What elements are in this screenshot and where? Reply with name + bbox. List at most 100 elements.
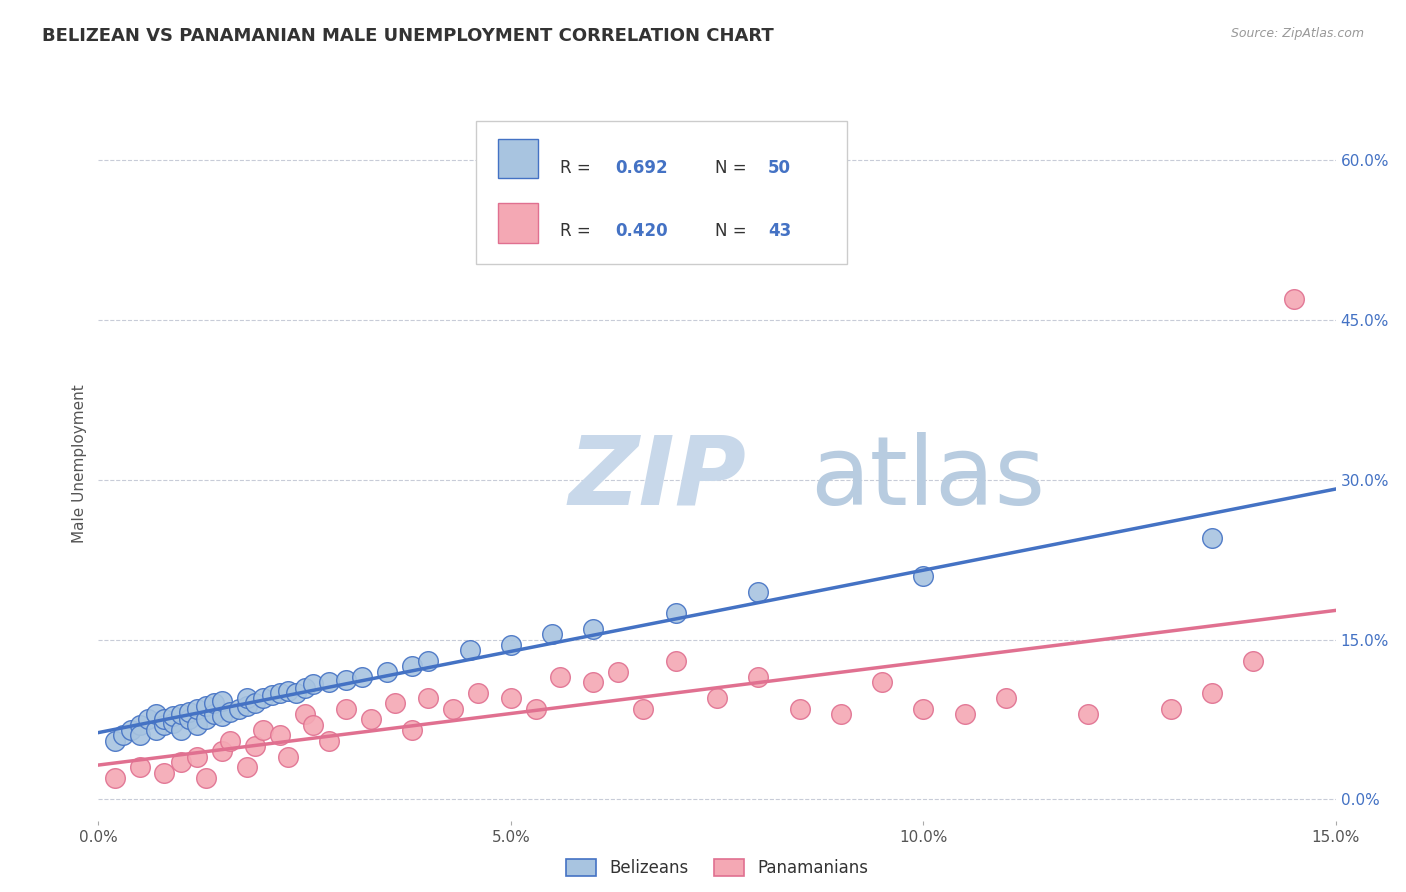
Point xyxy=(252,723,274,738)
Point xyxy=(219,705,242,719)
Point xyxy=(128,728,150,742)
Point xyxy=(335,702,357,716)
Point xyxy=(830,707,852,722)
Point xyxy=(277,683,299,698)
Text: 0.692: 0.692 xyxy=(616,159,668,177)
Point xyxy=(211,694,233,708)
Point xyxy=(202,707,225,722)
Point xyxy=(104,771,127,785)
Point xyxy=(582,622,605,636)
Point xyxy=(467,686,489,700)
Point xyxy=(607,665,630,679)
Text: R =: R = xyxy=(560,159,596,177)
Point xyxy=(252,691,274,706)
Point xyxy=(170,755,193,769)
Point xyxy=(153,765,176,780)
Text: N =: N = xyxy=(714,222,751,240)
Point xyxy=(277,749,299,764)
Point xyxy=(269,728,291,742)
Point xyxy=(179,705,201,719)
Point xyxy=(418,654,440,668)
Point xyxy=(1201,686,1223,700)
Point xyxy=(202,697,225,711)
FancyBboxPatch shape xyxy=(475,121,846,264)
Point xyxy=(186,749,208,764)
Point xyxy=(194,713,217,727)
Text: 43: 43 xyxy=(768,222,792,240)
Point xyxy=(211,709,233,723)
Point xyxy=(302,718,325,732)
Point xyxy=(706,691,728,706)
Point xyxy=(582,675,605,690)
Point xyxy=(912,702,935,716)
Point xyxy=(186,718,208,732)
Point xyxy=(541,627,564,641)
Point xyxy=(162,709,184,723)
Point xyxy=(236,698,259,713)
Text: R =: R = xyxy=(560,222,596,240)
Point xyxy=(260,688,283,702)
Point xyxy=(360,713,382,727)
Point xyxy=(1201,532,1223,546)
Point xyxy=(318,733,340,747)
Text: N =: N = xyxy=(714,159,751,177)
Legend: Belizeans, Panamanians: Belizeans, Panamanians xyxy=(560,852,875,884)
Point xyxy=(219,733,242,747)
Point xyxy=(194,771,217,785)
Point xyxy=(524,702,547,716)
Text: BELIZEAN VS PANAMANIAN MALE UNEMPLOYMENT CORRELATION CHART: BELIZEAN VS PANAMANIAN MALE UNEMPLOYMENT… xyxy=(42,27,773,45)
Y-axis label: Male Unemployment: Male Unemployment xyxy=(72,384,87,543)
Point xyxy=(401,723,423,738)
Point xyxy=(499,638,522,652)
Point xyxy=(243,697,266,711)
Text: Source: ZipAtlas.com: Source: ZipAtlas.com xyxy=(1230,27,1364,40)
Point xyxy=(179,713,201,727)
Point xyxy=(120,723,142,738)
Point xyxy=(153,718,176,732)
Point xyxy=(912,568,935,582)
Point xyxy=(243,739,266,753)
Point xyxy=(550,670,572,684)
Point xyxy=(194,698,217,713)
Point xyxy=(112,728,135,742)
Point xyxy=(104,733,127,747)
Point xyxy=(499,691,522,706)
Point xyxy=(870,675,893,690)
Point xyxy=(170,723,193,738)
Point xyxy=(401,659,423,673)
Point xyxy=(1077,707,1099,722)
FancyBboxPatch shape xyxy=(498,139,537,178)
Point xyxy=(128,760,150,774)
Point xyxy=(789,702,811,716)
Point xyxy=(145,723,167,738)
Point xyxy=(375,665,398,679)
Point xyxy=(335,673,357,687)
FancyBboxPatch shape xyxy=(498,203,537,243)
Point xyxy=(186,702,208,716)
Point xyxy=(1241,654,1264,668)
Point xyxy=(352,670,374,684)
Point xyxy=(269,686,291,700)
Point xyxy=(136,713,159,727)
Point xyxy=(665,606,688,620)
Point xyxy=(1160,702,1182,716)
Text: atlas: atlas xyxy=(810,432,1045,524)
Point xyxy=(458,643,481,657)
Text: 0.420: 0.420 xyxy=(616,222,668,240)
Point xyxy=(747,584,769,599)
Point xyxy=(294,681,316,695)
Point xyxy=(441,702,464,716)
Point xyxy=(170,707,193,722)
Point xyxy=(162,715,184,730)
Point xyxy=(953,707,976,722)
Point xyxy=(302,677,325,691)
Point xyxy=(384,697,406,711)
Point xyxy=(665,654,688,668)
Point xyxy=(128,718,150,732)
Text: 50: 50 xyxy=(768,159,790,177)
Point xyxy=(228,702,250,716)
Text: ZIP: ZIP xyxy=(568,432,747,524)
Point xyxy=(236,691,259,706)
Point xyxy=(153,713,176,727)
Point xyxy=(1284,292,1306,306)
